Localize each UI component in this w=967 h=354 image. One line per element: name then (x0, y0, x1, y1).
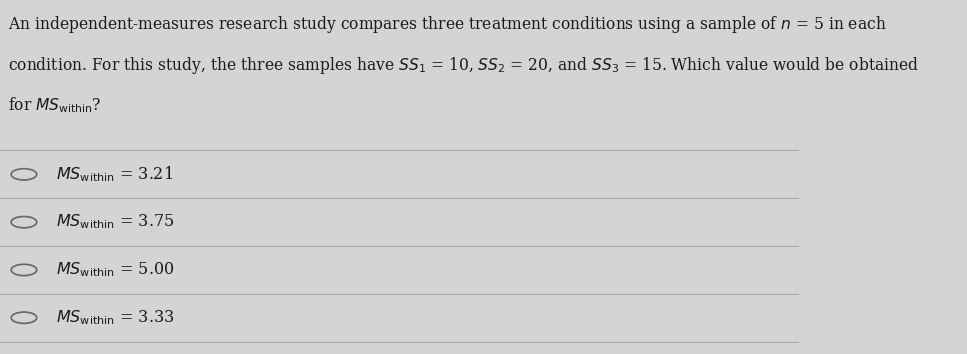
Text: condition. For this study, the three samples have $SS_1$ = 10, $SS_2$ = 20, and : condition. For this study, the three sam… (8, 55, 919, 76)
Text: $MS_{\mathrm{within}}$ = 3.21: $MS_{\mathrm{within}}$ = 3.21 (56, 165, 173, 184)
Text: $MS_{\mathrm{within}}$ = 3.75: $MS_{\mathrm{within}}$ = 3.75 (56, 213, 174, 232)
Text: An independent-measures research study compares three treatment conditions using: An independent-measures research study c… (8, 14, 887, 35)
Text: $MS_{\mathrm{within}}$ = 3.33: $MS_{\mathrm{within}}$ = 3.33 (56, 308, 174, 327)
Text: $MS_{\mathrm{within}}$ = 5.00: $MS_{\mathrm{within}}$ = 5.00 (56, 261, 174, 279)
Text: for $MS_{\mathrm{within}}$?: for $MS_{\mathrm{within}}$? (8, 96, 102, 115)
